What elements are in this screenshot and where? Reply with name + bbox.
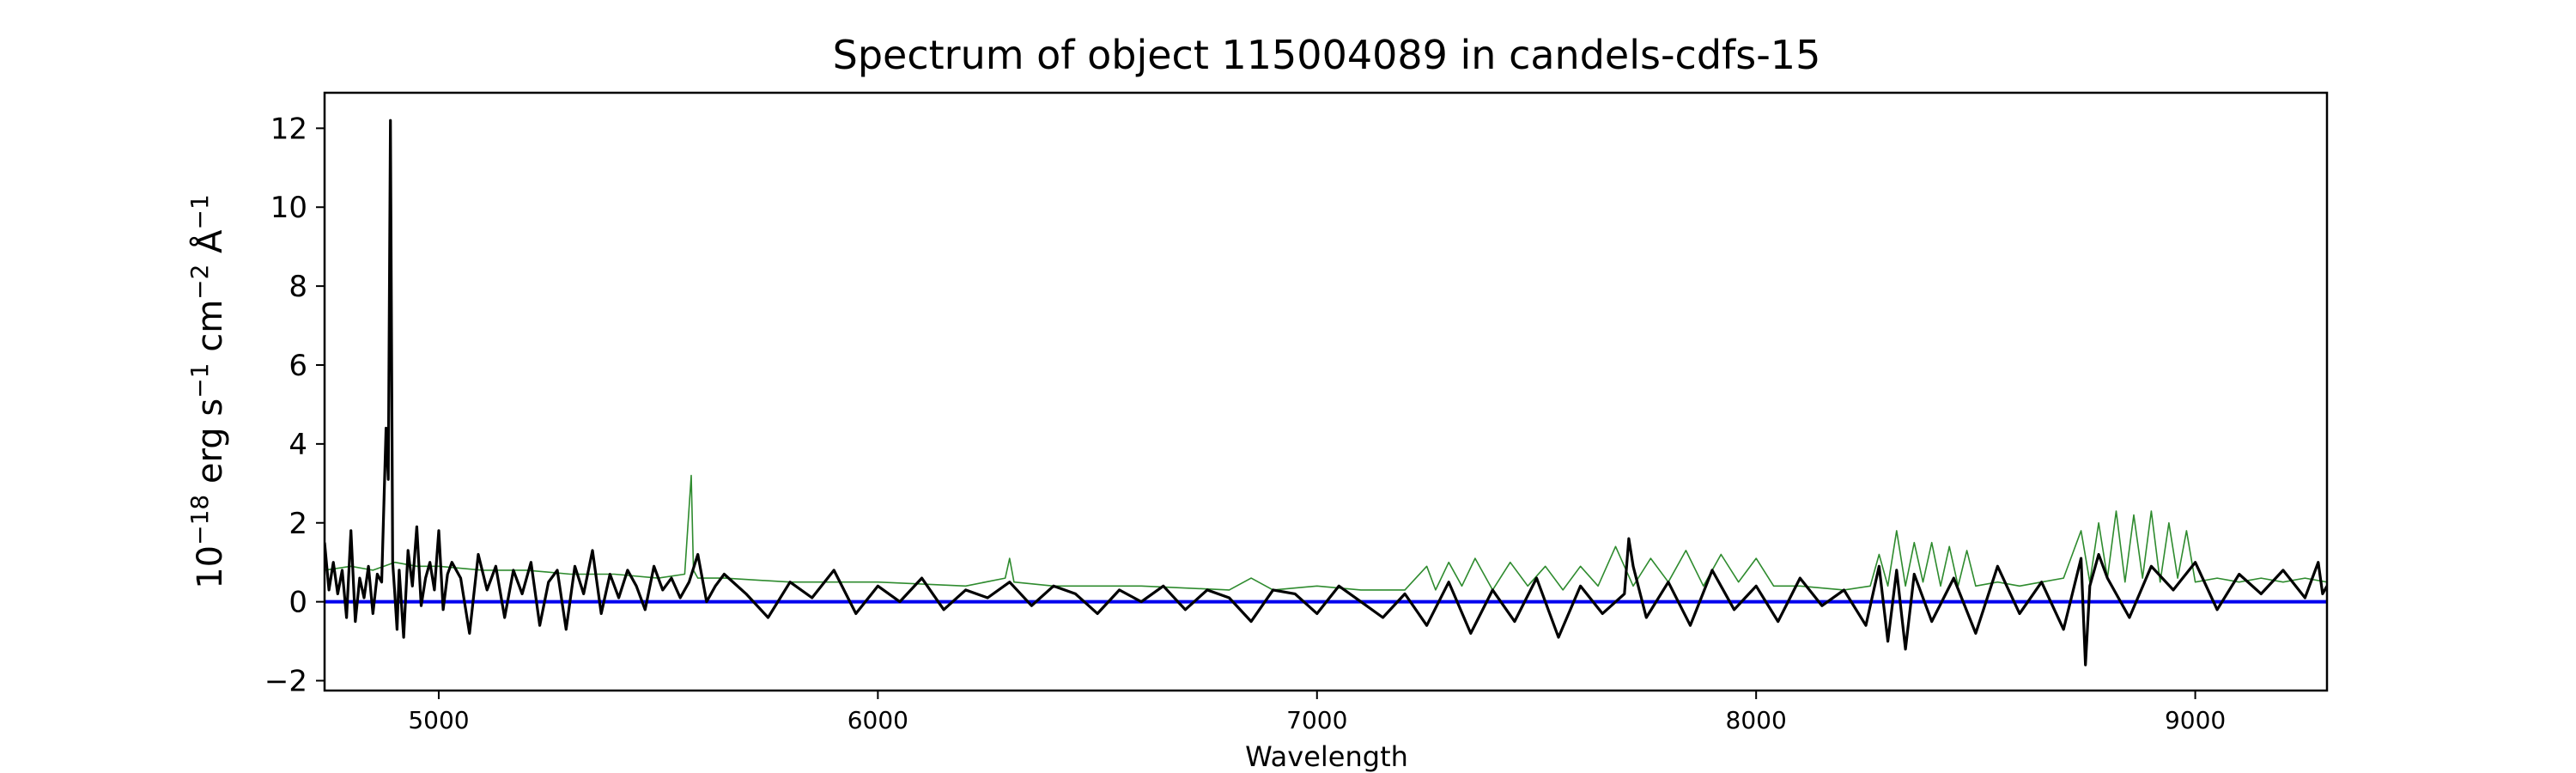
x-tick-label: 5000 <box>408 706 469 734</box>
y-label-unit-3: Å <box>189 229 230 265</box>
error-series-line <box>325 474 2327 591</box>
y-tick-label: 12 <box>270 112 307 146</box>
y-label-exp-2: −1 <box>185 363 214 399</box>
y-tick-label: 8 <box>289 270 307 304</box>
x-tick-label: 8000 <box>1726 706 1787 734</box>
y-label-exp-4: −1 <box>185 194 214 229</box>
x-tick-label: 9000 <box>2165 706 2226 734</box>
y-label-exp-1: −18 <box>185 495 214 545</box>
y-label-unit-2: cm <box>191 300 230 363</box>
x-tick-label: 7000 <box>1286 706 1347 734</box>
flux-series-line <box>325 119 2327 666</box>
y-axis: −2 0 2 4 6 8 10 12 <box>264 112 325 699</box>
y-tick-label: 6 <box>289 349 307 383</box>
y-axis-label: 10−18 erg s−1 cm−2 Å−1 <box>185 194 230 589</box>
y-tick-label: 0 <box>289 586 307 620</box>
x-axis-label: Wavelength <box>1245 740 1408 773</box>
y-tick-label: −2 <box>264 665 307 699</box>
plot-area <box>323 91 2329 692</box>
y-label-base: 10 <box>191 545 230 589</box>
chart-title: Spectrum of object 115004089 in candels-… <box>833 32 1821 78</box>
y-tick-label: 10 <box>270 191 307 225</box>
y-label-unit-1: erg s <box>191 399 230 495</box>
x-axis: 5000 6000 7000 8000 9000 <box>408 691 2226 734</box>
axes-frame <box>323 91 2329 692</box>
y-label-exp-3: −2 <box>185 265 214 300</box>
y-tick-label: 2 <box>289 507 307 541</box>
x-tick-label: 6000 <box>848 706 908 734</box>
y-tick-label: 4 <box>289 428 307 462</box>
